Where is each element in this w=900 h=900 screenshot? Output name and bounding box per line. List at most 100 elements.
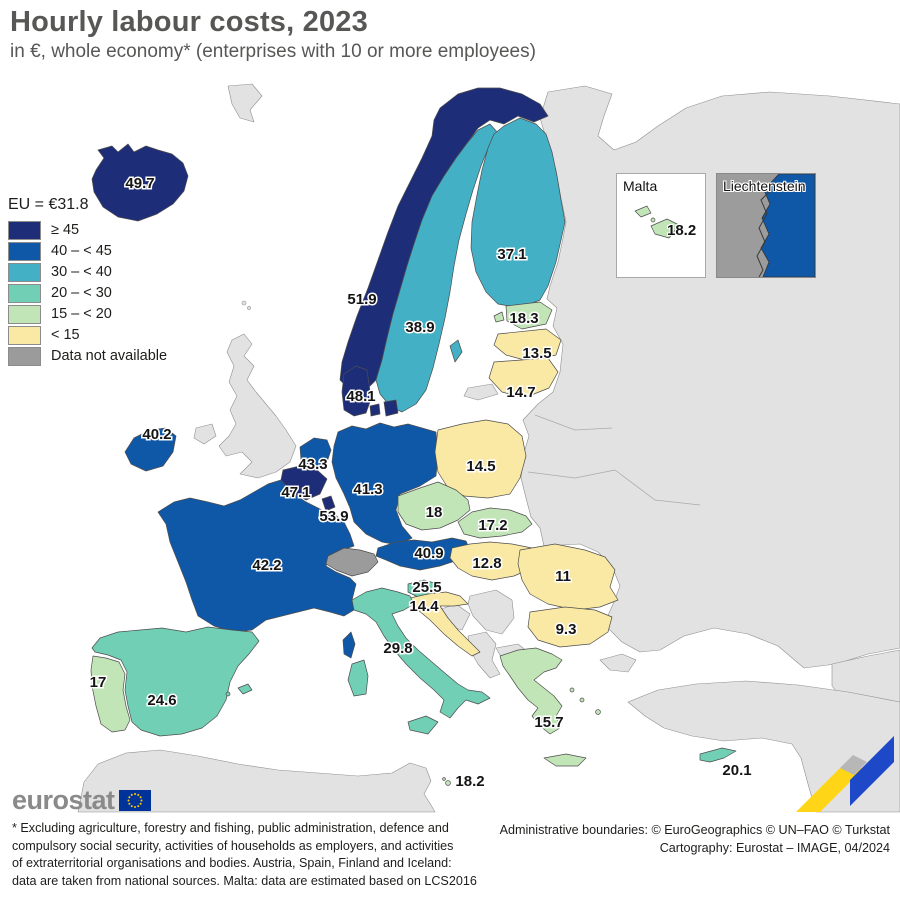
- country-label-es: 24.6: [147, 692, 176, 709]
- credits-line: Administrative boundaries: © EuroGeograp…: [499, 823, 890, 837]
- aegean-island: [579, 697, 585, 703]
- legend-swatch: [8, 346, 41, 366]
- malta-inset-title: Malta: [623, 178, 658, 194]
- country-label-hu: 12.8: [472, 555, 501, 572]
- country-spain: [91, 626, 260, 737]
- country-label-bg: 9.3: [556, 621, 577, 638]
- map-credits: Administrative boundaries: © EuroGeograp…: [500, 822, 890, 857]
- legend-item: 15 – < 20: [8, 304, 167, 324]
- legend-label: 30 – < 40: [51, 264, 112, 280]
- eu-flag-star: [133, 793, 136, 795]
- country-n-ireland: [193, 423, 217, 445]
- country-label-fr: 42.2: [252, 557, 281, 574]
- liechtenstein-inset-title: Liechtenstein: [723, 178, 806, 194]
- eurostat-logo: eurostat: [12, 787, 151, 814]
- malta-inset: Malta 18.2: [616, 173, 706, 278]
- country-label-pl: 14.5: [466, 458, 495, 475]
- page-title: Hourly labour costs, 2023: [10, 6, 368, 38]
- country-bulgaria: [527, 606, 613, 648]
- country-label-pt: 17: [90, 674, 107, 691]
- country-kaliningrad: [463, 383, 499, 401]
- country-label-dk: 48.1: [346, 388, 375, 405]
- island-malta: [650, 218, 680, 239]
- page-subtitle: in €, whole economy* (enterprises with 1…: [10, 41, 536, 62]
- island-sicily: [407, 715, 439, 735]
- eu-flag-star: [127, 799, 130, 802]
- eu-flag-star: [139, 796, 142, 799]
- legend-label: 40 – < 45: [51, 243, 112, 259]
- country-portugal: [90, 655, 131, 733]
- gray-internal-borders: [527, 414, 701, 506]
- footnote-line: data are taken from national sources. Ma…: [12, 873, 477, 888]
- country-italy: [351, 587, 491, 719]
- country-label-lv: 13.5: [522, 345, 551, 362]
- eu-flag-stars: [127, 793, 143, 808]
- credits-line: Cartography: Eurostat – IMAGE, 04/2024: [659, 840, 890, 855]
- footnote-line: * Excluding agriculture, forestry and fi…: [12, 821, 449, 835]
- legend-swatch: [8, 220, 41, 240]
- country-luxembourg: [321, 495, 336, 512]
- country-germany: [331, 422, 439, 546]
- liechtenstein-border: [756, 189, 772, 277]
- country-label-lt: 14.7: [506, 384, 535, 401]
- legend-item: 40 – < 45: [8, 241, 167, 261]
- country-label-se: 38.9: [405, 319, 434, 336]
- country-value-labels: 49.7 51.9 38.9 37.1 18.3 13.5 14.7 48.1 40.2 43.3…: [88, 174, 753, 792]
- eu-flag-star: [133, 806, 136, 808]
- country-serbia: [467, 589, 515, 635]
- country-lithuania: [488, 357, 559, 399]
- country-estonia: [505, 301, 553, 330]
- legend-swatch: [8, 283, 41, 303]
- island-crete: [543, 753, 587, 767]
- island-zealand: [383, 399, 399, 417]
- legend-rows: ≥ 45 40 – < 45 30 – < 40 20 – < 30 15 – < 20…: [8, 220, 168, 366]
- country-iceland: [91, 143, 189, 222]
- country-ireland: [124, 427, 177, 472]
- legend-label: Data not available: [51, 348, 168, 364]
- ribbon-blue: [850, 736, 894, 806]
- country-croatia: [407, 591, 481, 657]
- eu-flag-star: [140, 799, 143, 802]
- legend-label: ≥ 45: [51, 222, 80, 238]
- country-cyprus: [699, 747, 737, 763]
- eu-efta-countries: [90, 87, 737, 786]
- legend-swatch: [8, 241, 41, 261]
- country-label-it: 29.8: [383, 640, 412, 657]
- country-romania: [517, 543, 619, 611]
- country-france: [157, 479, 357, 633]
- eu-flag-star: [130, 793, 133, 796]
- country-finland: [470, 117, 566, 309]
- aegean-island: [569, 687, 575, 693]
- island-saaremaa: [493, 311, 505, 323]
- footnote-line: of extraterritorial organisations and bo…: [12, 856, 452, 870]
- country-label-cy: 20.1: [722, 762, 751, 779]
- country-label-sk: 17.2: [478, 517, 507, 534]
- country-uk: [218, 333, 297, 479]
- country-label-at: 40.9: [414, 545, 443, 562]
- island-sardinia: [347, 659, 369, 697]
- eu-flag-star: [127, 802, 130, 805]
- country-latvia: [493, 328, 562, 362]
- legend-swatch: [8, 325, 41, 345]
- legend-label: 20 – < 30: [51, 285, 112, 301]
- country-label-be: 47.1: [281, 484, 310, 501]
- image-logo-ribbon: [796, 736, 894, 812]
- faroe-island: [247, 306, 251, 310]
- island-gotland: [449, 339, 463, 363]
- map-legend: EU = €31.8 ≥ 45 40 – < 45 30 – < 40 20 – < …: [8, 196, 167, 368]
- country-label-si: 25.5: [412, 579, 441, 596]
- country-label-hr: 14.4: [409, 598, 439, 615]
- country-north-africa: [77, 749, 436, 813]
- country-label-de: 41.3: [353, 481, 382, 498]
- country-sweden: [375, 123, 498, 413]
- island-top: [227, 83, 263, 123]
- country-denmark: [341, 365, 372, 417]
- legend-label: 15 – < 20: [51, 306, 112, 322]
- island-mallorca: [237, 683, 253, 695]
- ribbon-yellow: [796, 768, 864, 812]
- eu-flag-star: [130, 805, 133, 808]
- legend-label: < 15: [51, 327, 80, 343]
- eurostat-wordmark: eurostat: [12, 785, 115, 815]
- eu-flag-star: [136, 793, 139, 796]
- country-label-ro: 11: [555, 568, 571, 585]
